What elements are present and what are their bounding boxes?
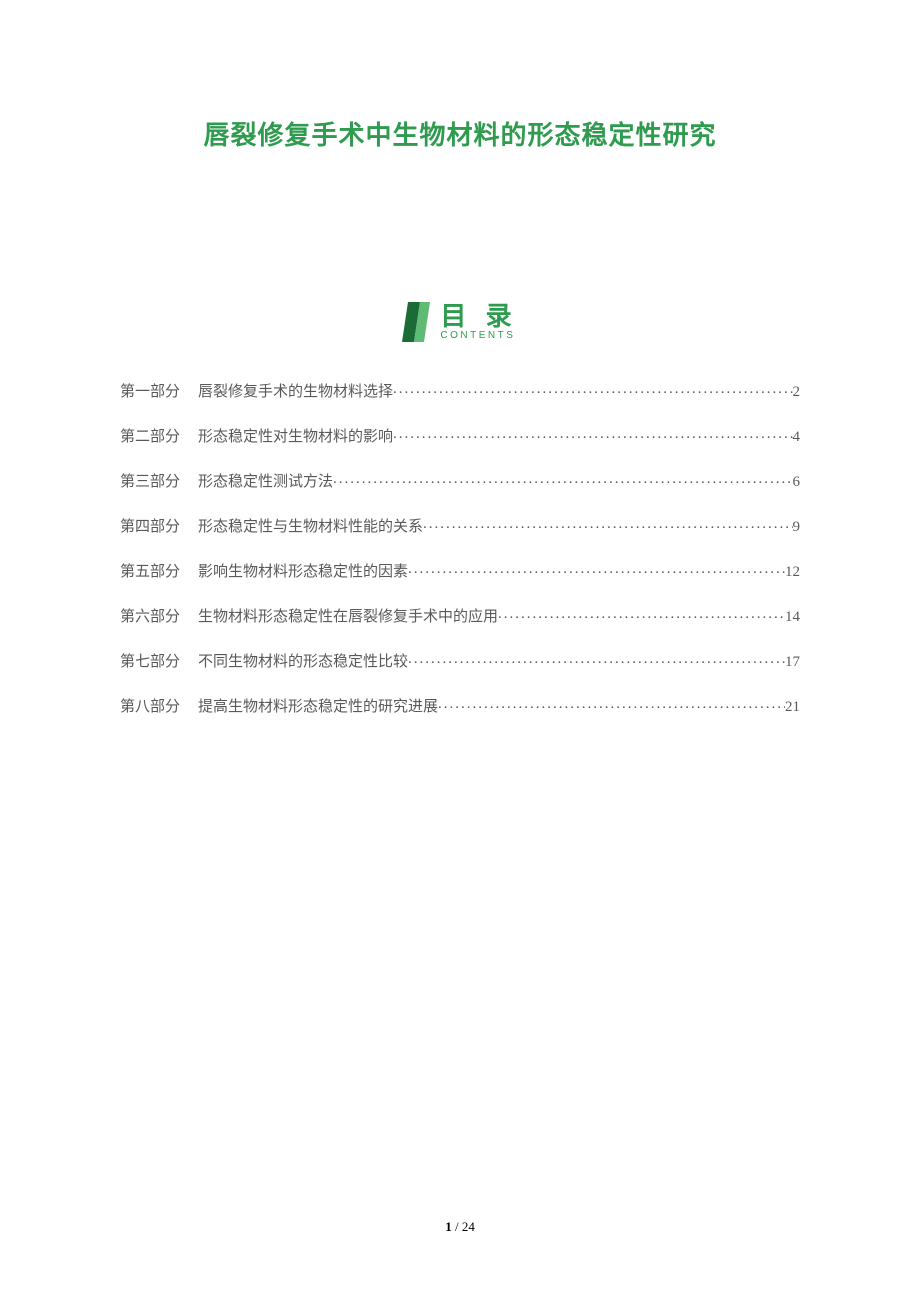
toc-page-number: 4 <box>793 429 801 446</box>
toc-title-block: 目 录 CONTENTS <box>440 303 517 341</box>
toc-page-number: 6 <box>793 474 801 491</box>
toc-entry-title: 形态稳定性对生物材料的影响 <box>198 425 393 446</box>
toc-entry-title: 形态稳定性测试方法 <box>198 470 333 491</box>
toc-header: 目 录 CONTENTS <box>120 302 800 342</box>
toc-list: 第一部分唇裂修复手术的生物材料选择 2 第二部分形态稳定性对生物材料的影响 4 第三部分… <box>120 380 800 740</box>
toc-row[interactable]: 第三部分形态稳定性测试方法 6 <box>120 470 800 515</box>
toc-part-label: 第四部分 <box>120 515 180 536</box>
toc-entry-title: 唇裂修复手术的生物材料选择 <box>198 380 393 401</box>
toc-leader-dots <box>393 426 792 441</box>
toc-leader-dots <box>438 696 785 711</box>
toc-row[interactable]: 第八部分提高生物材料形态稳定性的研究进展 21 <box>120 695 800 740</box>
toc-entry-title: 不同生物材料的形态稳定性比较 <box>198 650 408 671</box>
toc-part-label: 第六部分 <box>120 605 180 626</box>
toc-page-number: 9 <box>793 519 801 536</box>
toc-entry-title: 形态稳定性与生物材料性能的关系 <box>198 515 423 536</box>
document-title: 唇裂修复手术中生物材料的形态稳定性研究 <box>120 115 800 152</box>
toc-part-label: 第八部分 <box>120 695 180 716</box>
toc-page-number: 21 <box>785 699 800 716</box>
toc-row[interactable]: 第二部分形态稳定性对生物材料的影响 4 <box>120 425 800 470</box>
toc-part-label: 第五部分 <box>120 560 180 581</box>
toc-part-label: 第二部分 <box>120 425 180 446</box>
toc-part-label: 第七部分 <box>120 650 180 671</box>
toc-leader-dots <box>408 651 785 666</box>
toc-entry-title: 影响生物材料形态稳定性的因素 <box>198 560 408 581</box>
document-page: 唇裂修复手术中生物材料的形态稳定性研究 目 录 CONTENTS 第一部分唇裂修… <box>0 0 920 740</box>
toc-page-number: 17 <box>785 654 800 671</box>
toc-title-en: CONTENTS <box>440 331 515 341</box>
toc-page-number: 2 <box>793 384 801 401</box>
toc-part-label: 第一部分 <box>120 380 180 401</box>
toc-leader-dots <box>408 561 785 576</box>
toc-leader-dots <box>423 516 792 531</box>
toc-page-number: 12 <box>785 564 800 581</box>
toc-row[interactable]: 第六部分生物材料形态稳定性在唇裂修复手术中的应用 14 <box>120 605 800 650</box>
page-footer: 1 / 24 <box>0 1219 920 1235</box>
toc-leader-dots <box>393 381 792 396</box>
toc-entry-title: 提高生物材料形态稳定性的研究进展 <box>198 695 438 716</box>
toc-page-number: 14 <box>785 609 800 626</box>
toc-entry-title: 生物材料形态稳定性在唇裂修复手术中的应用 <box>198 605 498 626</box>
toc-leader-dots <box>333 471 792 486</box>
toc-title-cn: 目 录 <box>440 303 517 329</box>
toc-row[interactable]: 第四部分形态稳定性与生物材料性能的关系 9 <box>120 515 800 560</box>
toc-parallelogram-icon <box>402 302 430 342</box>
page-total: 24 <box>462 1219 475 1234</box>
page-sep: / <box>452 1219 462 1234</box>
toc-row[interactable]: 第五部分影响生物材料形态稳定性的因素 12 <box>120 560 800 605</box>
toc-row[interactable]: 第七部分不同生物材料的形态稳定性比较 17 <box>120 650 800 695</box>
toc-row[interactable]: 第一部分唇裂修复手术的生物材料选择 2 <box>120 380 800 425</box>
toc-leader-dots <box>498 606 785 621</box>
toc-part-label: 第三部分 <box>120 470 180 491</box>
